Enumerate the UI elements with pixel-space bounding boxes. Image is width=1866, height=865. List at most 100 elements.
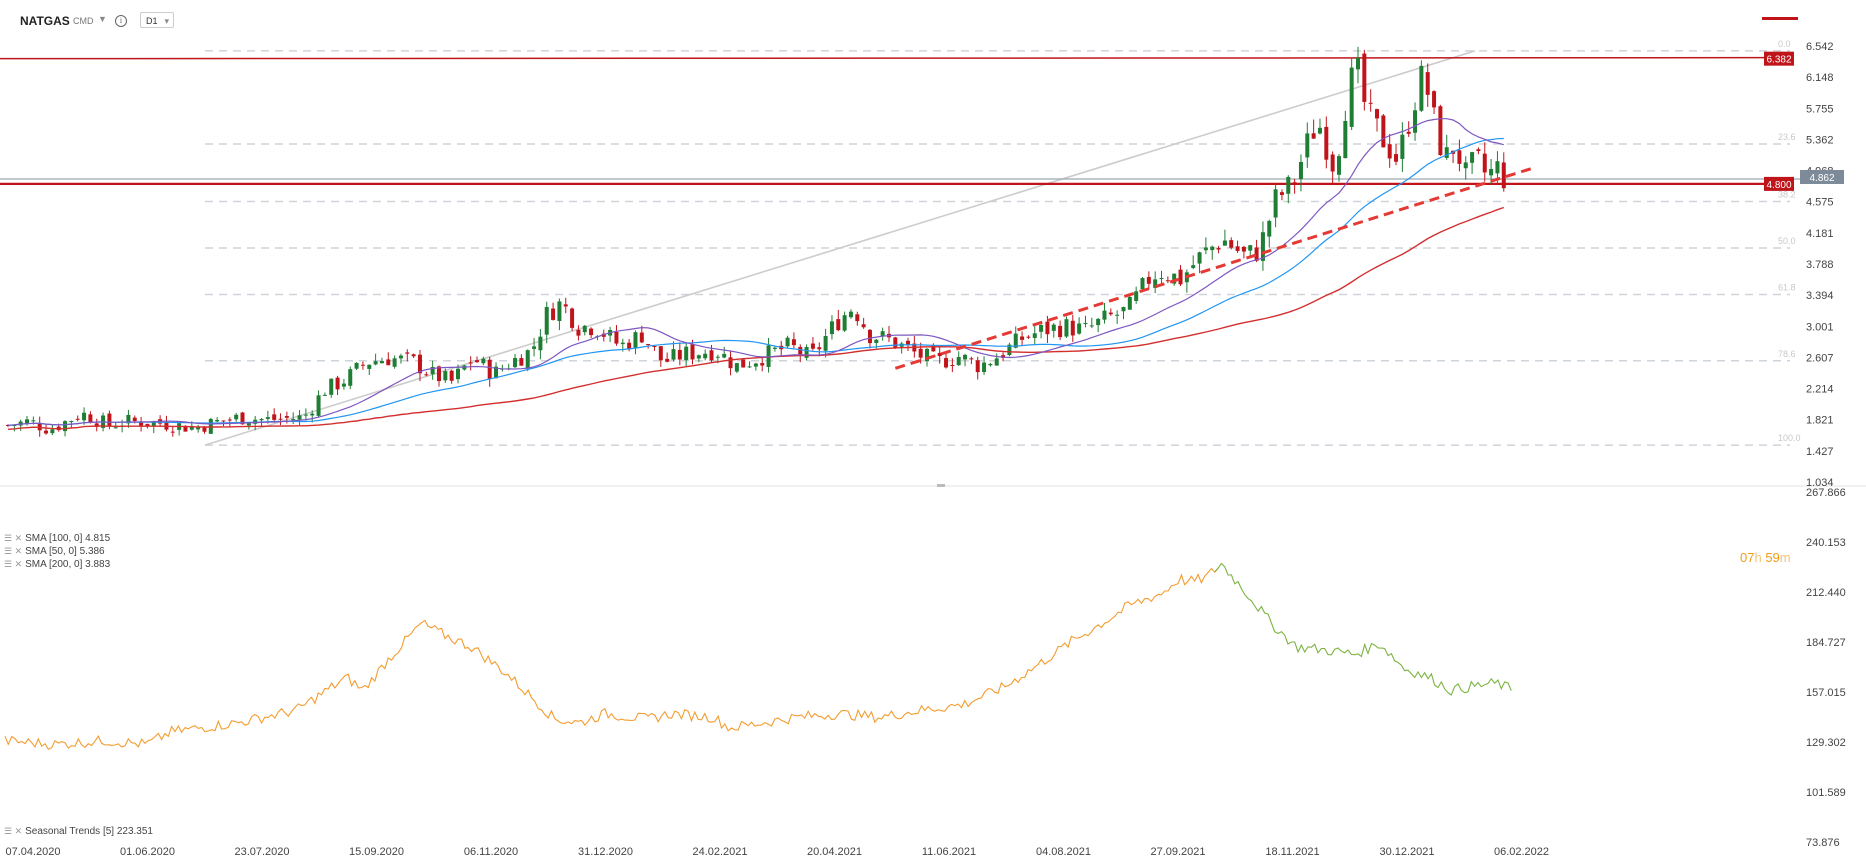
candle-body: [417, 354, 422, 374]
candle-body: [1121, 307, 1126, 312]
time-tick-label: 30.12.2021: [1379, 846, 1434, 858]
candle-body: [354, 362, 359, 369]
candle-body: [1248, 245, 1253, 251]
candle-body: [1032, 333, 1037, 338]
candle-body: [652, 345, 657, 347]
candle-body: [272, 414, 277, 420]
candle-body: [1463, 162, 1468, 169]
candle-body: [1292, 182, 1297, 184]
candle-body: [861, 324, 866, 328]
candle-body: [1127, 296, 1132, 310]
time-tick-label: 18.11.2021: [1265, 846, 1319, 858]
chevron-down-icon[interactable]: ▼: [98, 14, 107, 24]
price-tick-label: 2.607: [1806, 352, 1834, 364]
candle-body: [1064, 319, 1069, 337]
candle-body: [563, 304, 568, 307]
candle-body: [639, 332, 644, 343]
candle-body: [1210, 246, 1215, 251]
instrument-type: CMD: [73, 16, 94, 26]
time-tick-label: 23.07.2020: [234, 846, 289, 858]
candle-body: [240, 412, 245, 425]
candle-body: [741, 359, 746, 368]
candle-body: [791, 339, 796, 346]
candle-body: [132, 417, 137, 421]
symbol-name[interactable]: NATGAS: [20, 14, 70, 28]
candle-body: [392, 358, 397, 367]
candle-body: [867, 329, 872, 344]
info-icon[interactable]: i: [115, 15, 127, 27]
candle-body: [944, 358, 949, 368]
candle-body: [341, 383, 346, 387]
candle-body: [785, 337, 790, 347]
legend-sma100[interactable]: ☰ ✕ SMA [100, 0] 4.815: [4, 533, 110, 544]
candle-body: [994, 358, 999, 366]
candle-body: [246, 423, 251, 426]
candle-body: [1159, 277, 1164, 279]
level-tag-support-bg: [1764, 176, 1794, 191]
candle-body: [63, 421, 68, 432]
level-tag-top: 6.382: [1766, 55, 1791, 66]
candle-body: [1203, 247, 1208, 251]
candle-body: [1229, 240, 1234, 248]
candle-body: [1406, 131, 1411, 134]
candle-body: [1324, 126, 1329, 160]
candle-body: [316, 395, 321, 416]
candle-body: [1298, 161, 1303, 180]
candle-body: [804, 346, 809, 358]
seasonal-line-projection: [1214, 562, 1512, 696]
candle-body: [487, 359, 492, 379]
seasonal-line-past: [4, 567, 1219, 750]
timeframe-value: D1: [146, 16, 158, 26]
candle-body: [1134, 291, 1139, 301]
candle-body: [456, 368, 460, 380]
candle-body: [322, 394, 327, 396]
fib-level-label: 100.0: [1778, 433, 1801, 443]
sma50-line: [7, 118, 1504, 426]
current-price-tag-bg: [1800, 169, 1844, 184]
candle-body: [614, 331, 619, 344]
panel-resize-handle: [937, 484, 945, 487]
seasonal-tick-label: 157.015: [1806, 687, 1846, 699]
candle-body: [75, 418, 80, 420]
level-tag-top-bg: [1764, 51, 1794, 66]
candle-body: [1241, 246, 1246, 252]
candle-body: [475, 360, 480, 363]
settings-icon[interactable]: ☰ ✕: [4, 826, 23, 836]
legend-sma200[interactable]: ☰ ✕ SMA [200, 0] 3.883: [4, 559, 110, 570]
candle-body: [1438, 106, 1443, 156]
trendline: [894, 165, 1536, 370]
candle-body: [1482, 153, 1487, 173]
fib-level-label: 23.6: [1778, 132, 1796, 142]
legend-seasonal[interactable]: ☰ ✕ Seasonal Trends [5] 223.351: [4, 826, 153, 837]
candle-body: [709, 350, 714, 361]
settings-icon[interactable]: ☰ ✕: [4, 559, 23, 569]
candle-body: [113, 427, 118, 429]
candle-body: [829, 321, 834, 335]
candle-body: [424, 374, 429, 376]
timer-m-unit: m: [1779, 550, 1791, 565]
candle-body: [677, 349, 682, 360]
candle-body: [1026, 336, 1031, 338]
legend-sma50[interactable]: ☰ ✕ SMA [50, 0] 5.386: [4, 546, 105, 557]
color-swatch[interactable]: [1762, 17, 1798, 20]
candle-body: [855, 314, 860, 322]
candle-body: [1083, 322, 1088, 324]
candle-body: [848, 311, 853, 318]
candle-body: [1501, 162, 1506, 189]
candle-body: [234, 414, 239, 420]
settings-icon[interactable]: ☰ ✕: [4, 546, 23, 556]
time-tick-label: 11.06.2021: [922, 846, 976, 858]
time-tick-label: 06.02.2022: [1494, 846, 1549, 858]
candle-body: [145, 423, 150, 427]
candle-body: [151, 421, 156, 427]
candle-body: [538, 336, 543, 351]
seasonal-tick-label: 240.153: [1806, 537, 1846, 549]
candle-body: [1077, 323, 1082, 334]
time-tick-label: 15.09.2020: [349, 846, 404, 858]
candle-body: [1172, 273, 1177, 284]
settings-icon[interactable]: ☰ ✕: [4, 533, 23, 543]
seasonal-tick-label: 184.727: [1806, 637, 1846, 649]
timer-h-unit: h: [1754, 550, 1762, 565]
timeframe-select[interactable]: D1 ▾: [140, 12, 174, 28]
